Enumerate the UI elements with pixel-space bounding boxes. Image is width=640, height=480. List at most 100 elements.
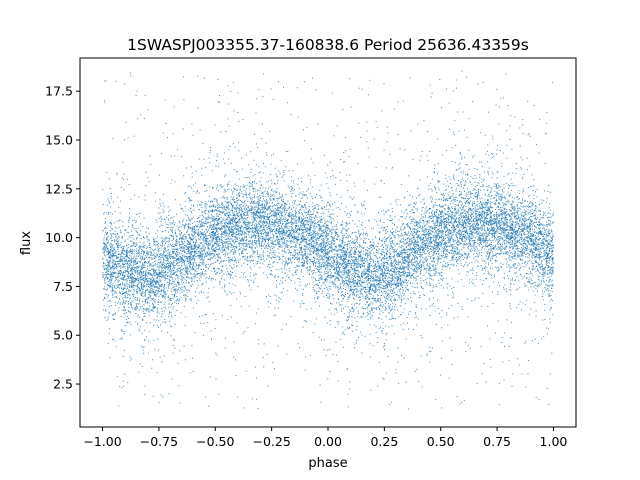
data-point [373,324,375,326]
data-point [546,234,548,236]
data-point [213,221,215,223]
data-point [109,211,111,213]
data-point [240,243,241,245]
data-point [263,203,265,205]
data-point [191,256,193,258]
data-point [469,282,471,284]
data-point [217,259,219,261]
data-point [112,239,114,241]
data-point [512,277,514,279]
data-point [253,207,255,209]
data-point [354,294,356,296]
data-point [326,262,328,264]
data-point [241,237,243,239]
data-point [471,209,473,211]
data-point [112,253,114,255]
data-point [494,190,496,192]
data-point [360,263,362,265]
data-point [234,218,236,220]
data-point [132,258,134,260]
data-point [148,331,150,333]
data-point [385,273,387,275]
data-point [264,230,266,232]
data-point [215,251,217,253]
data-point [307,233,309,235]
data-point [365,252,367,254]
data-point [505,198,507,200]
data-point [275,214,277,216]
data-point [228,216,230,218]
data-point [140,253,142,255]
data-point [421,246,423,248]
data-point [285,216,287,218]
data-point [162,193,164,195]
data-point [403,250,405,252]
data-point [160,217,162,219]
data-point [290,217,292,219]
data-point [495,244,497,246]
data-point [190,207,192,209]
data-point [141,291,143,293]
data-point [134,245,136,247]
data-point [155,264,157,266]
data-point [535,396,537,398]
data-point [400,268,402,270]
data-point [534,247,536,249]
data-point [192,307,194,309]
data-point [468,218,470,220]
data-point [392,232,394,234]
data-point [369,274,371,276]
data-point [222,246,224,248]
data-point [235,237,237,239]
data-point [123,301,125,303]
data-point [484,260,486,262]
data-point [514,279,516,281]
data-point [408,256,410,258]
data-point [106,274,108,276]
data-point [525,226,527,228]
data-point [174,323,176,325]
data-point [312,208,314,210]
data-point [505,288,507,290]
data-point [440,374,442,376]
data-point [335,285,337,287]
data-point [420,264,422,266]
data-point [320,275,322,277]
data-point [105,293,107,295]
data-point [142,308,144,310]
data-point [482,210,484,212]
data-point [206,218,208,220]
data-point [397,347,399,349]
data-point [234,228,236,230]
data-point [373,279,375,281]
data-point [290,189,292,191]
data-point [154,306,156,308]
data-point [459,200,461,202]
data-point [373,290,375,292]
data-point [250,279,252,281]
data-point [243,227,245,229]
data-point [534,241,536,243]
data-point [438,238,440,240]
data-point [401,296,403,298]
data-point [508,232,510,234]
data-point [413,276,415,278]
data-point [486,212,488,214]
data-point [422,219,424,221]
data-point [403,267,405,269]
data-point [221,247,223,249]
data-point [505,223,507,225]
data-point [356,225,358,227]
data-point [533,104,535,106]
data-point [196,245,198,247]
data-point [473,207,475,209]
data-point [146,283,148,285]
data-point [195,238,197,240]
data-point [217,220,219,222]
data-point [236,246,238,248]
data-point [307,244,309,246]
data-point [246,194,248,196]
data-point [466,243,468,245]
data-point [458,222,460,224]
data-point [206,223,208,225]
